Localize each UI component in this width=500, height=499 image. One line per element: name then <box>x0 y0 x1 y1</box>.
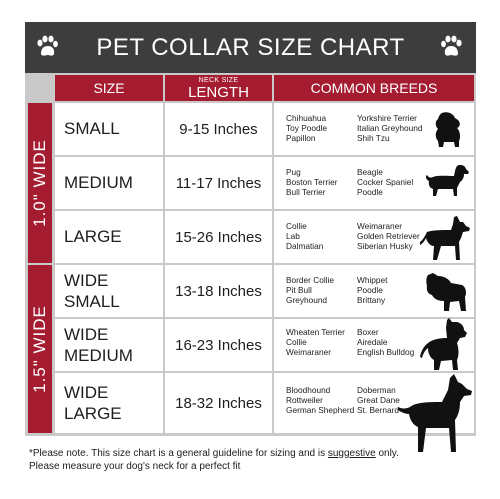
breed-list: Doberman Great Dane St. Bernard <box>357 385 400 415</box>
breeds-cell: Border Collie Pit Bull Greyhound Whippet Po… <box>274 265 474 317</box>
length-cell: 16-23 Inches <box>165 319 272 371</box>
table-corner <box>25 73 53 101</box>
column-header-size: SIZE <box>55 75 163 101</box>
shih-tzu-silhouette-icon <box>435 112 461 147</box>
pitbull-silhouette-icon <box>420 318 467 370</box>
length-cell: 18-32 Inches <box>165 373 272 433</box>
length-cell: 11-17 Inches <box>165 157 272 209</box>
breed-list: Wheaten Terrier Collie Weimaraner <box>286 327 345 357</box>
paw-print-icon <box>37 35 58 56</box>
length-cell: 13-18 Inches <box>165 265 272 317</box>
disclaimer-line-1: *Please note. This size chart is a gener… <box>29 448 399 459</box>
breed-list: Bloodhound Rottweiler German Shepherd <box>286 385 355 415</box>
paw-print-icon <box>441 35 462 56</box>
breed-list: Weimaraner Golden Retriever Siberian Husky <box>357 221 420 251</box>
size-cell: WIDE MEDIUM <box>55 319 163 371</box>
length-cell: 15-26 Inches <box>165 211 272 263</box>
disclaimer-line-2: Please measure your dog's neck for a per… <box>29 461 241 472</box>
bulldog-silhouette-icon <box>426 273 466 311</box>
breed-list: Yorkshire Terrier Italian Greyhound Shih T… <box>357 113 423 143</box>
breed-list: Pug Boston Terrier Bull Terrier <box>286 167 338 197</box>
breed-list: Border Collie Pit Bull Greyhound <box>286 275 334 305</box>
breed-list: Boxer Airedale English Bulldog <box>357 327 415 357</box>
breed-list: Collie Lab Dalmatian <box>286 221 324 251</box>
width-band-wide: 1.5" WIDE <box>28 265 52 433</box>
breeds-cell: Wheaten Terrier Collie Weimaraner Boxer Air… <box>274 318 474 371</box>
breeds-cell: Collie Lab Dalmatian Weimaraner Golden Retr… <box>274 211 474 263</box>
breed-list: Whippet Poodle Brittany <box>357 275 388 305</box>
size-cell: LARGE <box>55 211 163 263</box>
title-bar: PET COLLAR SIZE CHART <box>25 22 476 73</box>
column-header-breeds: COMMON BREEDS <box>274 75 474 101</box>
column-header-length: NECK SIZE LENGTH <box>165 75 272 101</box>
size-cell: MEDIUM <box>55 157 163 209</box>
length-cell: 9-15 Inches <box>165 103 272 155</box>
width-band-label: 1.0" WIDE <box>30 139 49 227</box>
breeds-cell: Chihuahua Toy Poodle Papillon Yorkshire Te… <box>274 103 474 155</box>
column-header-length-caption: NECK SIZE <box>198 76 239 84</box>
breed-list: Beagle Cocker Spaniel Poodle <box>357 167 414 197</box>
page-title: PET COLLAR SIZE CHART <box>96 33 405 61</box>
breed-list: Chihuahua Toy Poodle Papillon <box>286 113 328 143</box>
size-cell: SMALL <box>55 103 163 155</box>
size-cell: WIDE LARGE <box>55 373 163 433</box>
shepherd-silhouette-icon <box>420 216 470 260</box>
doberman-silhouette-icon <box>398 374 472 452</box>
disclaimer-note: *Please note. This size chart is a gener… <box>29 447 479 473</box>
dachshund-silhouette-icon <box>425 165 469 196</box>
size-cell: WIDE SMALL <box>55 265 163 317</box>
width-band-narrow: 1.0" WIDE <box>28 103 52 263</box>
column-header-length-label: LENGTH <box>188 83 249 101</box>
breeds-cell: Pug Boston Terrier Bull Terrier Beagle Cock… <box>274 157 474 209</box>
width-band-label: 1.5" WIDE <box>30 305 49 393</box>
